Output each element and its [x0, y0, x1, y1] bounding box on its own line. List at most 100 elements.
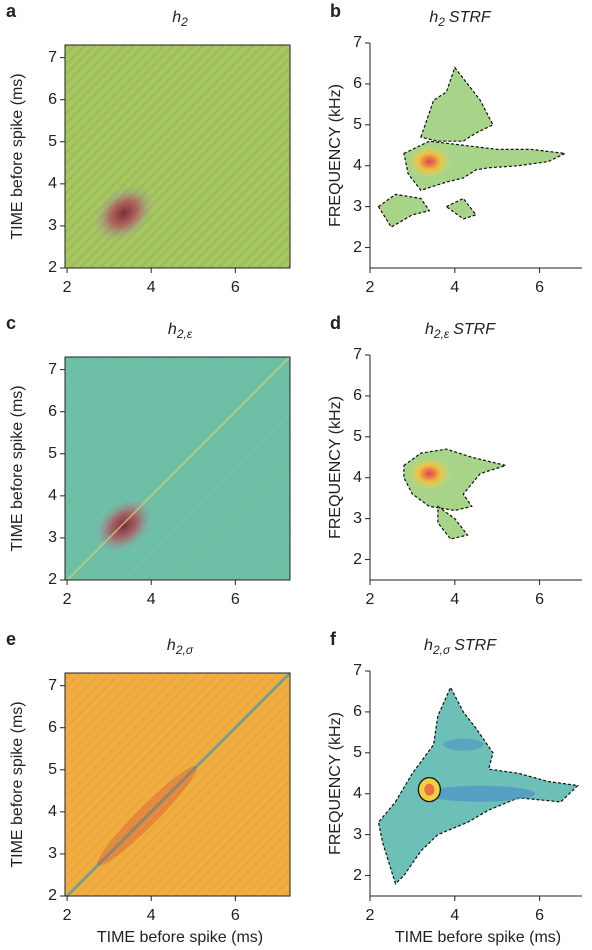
axes-frame	[64, 672, 291, 897]
y-tick-label: 4	[353, 469, 362, 486]
y-axis-label: TIME before spike (ms)	[9, 385, 26, 551]
title-subscript: 2,ε	[176, 327, 193, 341]
y-tick-label: 4	[48, 487, 57, 504]
y-tick-label: 5	[353, 428, 362, 445]
y-tick-label: 7	[353, 662, 362, 679]
title-base: h	[167, 637, 176, 654]
x-tick-label: 6	[535, 279, 544, 296]
x-tick-label: 2	[63, 279, 72, 296]
y-tick-label: 6	[48, 403, 57, 420]
y-tick-label: 3	[353, 510, 362, 527]
y-axis-label: TIME before spike (ms)	[9, 701, 26, 867]
x-tick-label: 6	[231, 279, 240, 296]
y-tick-label: 6	[48, 91, 57, 108]
y-tick-label: 2	[353, 551, 362, 568]
panel-title: h2,ε STRF	[425, 321, 496, 341]
y-tick-label: 7	[48, 677, 57, 694]
x-tick-label: 2	[366, 279, 375, 296]
panel-label: e	[6, 629, 16, 649]
title-suffix: STRF	[449, 9, 492, 26]
panel-label: d	[330, 313, 341, 333]
panel-label: f	[330, 629, 337, 649]
y-tick-label: 5	[48, 445, 57, 462]
x-axis-label: TIME before spike (ms)	[395, 929, 561, 946]
diagonal	[66, 671, 292, 898]
heatmap-streak	[97, 766, 198, 867]
x-tick-label: 4	[450, 591, 459, 608]
title-subscript: 2,ε	[433, 327, 450, 341]
strf-region	[445, 197, 477, 220]
x-tick-label: 6	[535, 591, 544, 608]
y-tick-label: 4	[48, 175, 57, 192]
panel-label: b	[330, 1, 341, 21]
title-subscript: 2	[180, 15, 188, 29]
y-tick-label: 6	[353, 75, 362, 92]
panel-label: a	[6, 1, 17, 21]
y-tick-label: 3	[353, 826, 362, 843]
heatmap-blob	[93, 184, 155, 242]
y-tick-label: 3	[353, 198, 362, 215]
y-tick-label: 3	[48, 845, 57, 862]
title-subscript: 2	[437, 15, 445, 29]
strf-hot	[424, 783, 435, 796]
x-tick-label: 6	[231, 907, 240, 924]
axes-frame	[64, 356, 291, 581]
x-tick-label: 2	[63, 591, 72, 608]
y-tick-label: 6	[353, 703, 362, 720]
strf-hot	[407, 144, 452, 179]
panel-title: h2,σ STRF	[424, 637, 497, 657]
y-tick-label: 5	[353, 744, 362, 761]
y-tick-label: 3	[48, 217, 57, 234]
y-tick-label: 7	[48, 361, 57, 378]
strf-hot	[407, 456, 452, 491]
panel-title: h2	[172, 9, 188, 29]
y-tick-label: 6	[353, 387, 362, 404]
strf-region	[420, 66, 494, 142]
y-tick-label: 4	[48, 803, 57, 820]
y-tick-label: 2	[48, 571, 57, 588]
panel-title: h2 STRF	[429, 9, 492, 29]
y-tick-label: 7	[353, 34, 362, 51]
strf-band	[425, 785, 536, 802]
strf-region	[377, 685, 580, 885]
y-tick-label: 7	[353, 346, 362, 363]
y-axis-label: FREQUENCY (kHz)	[327, 712, 344, 855]
x-tick-label: 4	[450, 279, 459, 296]
title-suffix: STRF	[454, 637, 497, 654]
x-tick-label: 2	[366, 907, 375, 924]
axes-frame	[64, 44, 291, 269]
y-tick-label: 4	[353, 785, 362, 802]
y-axis-label: FREQUENCY (kHz)	[327, 396, 344, 539]
title-subscript: 2,σ	[432, 643, 451, 657]
diagonal	[66, 356, 291, 581]
y-axis-label: TIME before spike (ms)	[9, 73, 26, 239]
x-tick-label: 4	[450, 907, 459, 924]
strf-band	[443, 738, 484, 751]
y-tick-label: 6	[48, 719, 57, 736]
x-tick-label: 4	[147, 907, 156, 924]
y-tick-label: 5	[48, 761, 57, 778]
title-base: h	[425, 321, 434, 338]
y-axis-label: FREQUENCY (kHz)	[327, 84, 344, 227]
title-base: h	[429, 9, 438, 26]
x-tick-label: 6	[535, 907, 544, 924]
heatmap-blob	[93, 496, 155, 554]
panel-label: c	[6, 313, 16, 333]
title-subscript: 2,σ	[175, 643, 194, 657]
x-axis-label: TIME before spike (ms)	[97, 929, 263, 946]
y-tick-label: 4	[353, 157, 362, 174]
y-tick-label: 5	[353, 116, 362, 133]
y-tick-label: 3	[48, 529, 57, 546]
strf-region	[377, 193, 431, 228]
title-base: h	[172, 9, 181, 26]
y-tick-label: 7	[48, 49, 57, 66]
x-tick-label: 6	[231, 591, 240, 608]
title-suffix: STRF	[453, 321, 496, 338]
title-base: h	[424, 637, 433, 654]
y-tick-label: 2	[48, 259, 57, 276]
y-tick-label: 2	[48, 887, 57, 904]
panel-title: h2,σ	[167, 637, 194, 657]
y-tick-label: 2	[353, 867, 362, 884]
